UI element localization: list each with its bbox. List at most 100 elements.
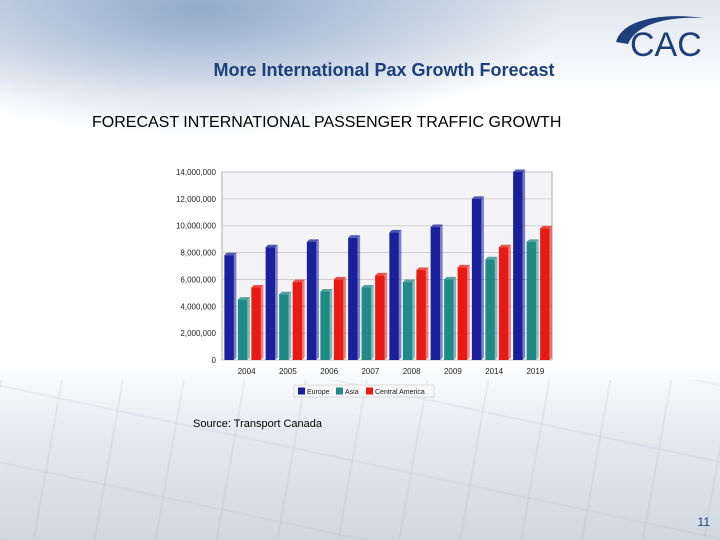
legend-swatch [298,387,305,395]
bar-top-face [333,276,346,280]
bar-top-face [320,289,333,292]
bar-top-face [457,264,470,268]
y-tick-label: 14,000,000 [176,168,217,177]
legend-label: Central America [375,389,425,396]
bar-europe-2006 [306,241,317,360]
bar-top-face [306,239,319,242]
bar-top-face [526,239,539,242]
bar-asia-2014 [485,259,495,360]
passenger-growth-bar-chart: 0 2,000,000 4,000,000 6,000,000 8,000,000 10,… [176,168,553,398]
bar-top-face [471,196,484,199]
bar-europe-2019 [513,172,523,360]
bar-europe-2008 [389,232,399,360]
bar-side-face [302,279,305,360]
bar-central-america-2007 [375,275,385,360]
cac-logo: CAC [616,16,704,64]
bar-top-face [430,224,443,228]
bar-top-face [292,279,305,283]
logo-swoosh-icon [616,16,704,44]
bar-europe-2005 [265,247,276,360]
bar-central-america-2004 [251,287,261,360]
source-note: Source: Transport Canada [193,418,323,430]
x-tick-label: 2008 [403,367,421,376]
bar-asia-2009 [444,279,454,360]
bar-europe-2014 [471,198,482,360]
bar-side-face [412,279,415,360]
bar-top-face [265,244,278,248]
bar-side-face [247,297,250,360]
bar-side-face [398,229,402,360]
background-runway-texture [0,380,720,540]
bar-top-face [416,267,429,271]
bar-side-face [288,291,292,360]
bar-side-face [343,276,346,360]
bar-asia-2007 [361,287,372,360]
y-tick-label: 8,000,000 [180,249,216,258]
y-tick-label: 12,000,000 [176,195,217,204]
bar-top-face [348,235,361,238]
bar-top-face [498,244,511,248]
bar-top-face [444,276,457,280]
bar-top-face [485,256,498,260]
y-tick-label: 10,000,000 [176,222,217,231]
bar-central-america-2006 [333,279,344,360]
bar-europe-2004 [224,255,234,360]
bar-central-america-2019 [540,228,550,360]
y-tick-label: 4,000,000 [180,302,216,311]
legend-label: Asia [345,389,359,396]
bar-side-face [371,284,374,360]
bar-side-face [357,235,361,360]
y-tick-label: 6,000,000 [180,275,216,284]
x-tick-label: 2019 [526,367,544,376]
bar-central-america-2009 [457,267,468,360]
bar-asia-2008 [402,282,413,360]
slide-title: More International Pax Growth Forecast [213,60,555,80]
bar-side-face [467,264,470,360]
bar-side-face [260,284,264,360]
x-tick-label: 2014 [485,367,503,376]
bar-top-face [375,272,388,276]
bar-side-face [453,276,457,360]
bar-top-face [224,252,237,256]
bar-top-face [389,229,402,233]
x-tick-label: 2005 [279,367,297,376]
bar-central-america-2005 [292,282,303,360]
bar-europe-2009 [430,227,441,360]
bar-central-america-2008 [416,270,426,360]
x-tick-label: 2009 [444,367,462,376]
bar-asia-2004 [237,299,248,360]
bar-side-face [275,244,278,360]
x-tick-label: 2006 [320,367,338,376]
y-tick-label: 2,000,000 [180,329,216,338]
y-tick-label: 0 [212,356,217,365]
bar-top-face [402,279,415,283]
bar-europe-2007 [348,237,358,360]
page-number: 11 [697,515,710,529]
legend-swatch [336,387,343,395]
bar-top-face [513,169,526,172]
bar-top-face [361,284,374,288]
bar-side-face [536,239,539,360]
bar-top-face [540,225,553,229]
bar-central-america-2014 [498,247,509,360]
bar-asia-2006 [320,291,330,360]
legend-box [293,384,435,398]
x-tick-label: 2007 [361,367,379,376]
bar-side-face [549,225,553,360]
bar-side-face [233,252,237,360]
bar-side-face [329,289,333,360]
bar-side-face [508,244,511,360]
bar-side-face [440,224,443,360]
bar-side-face [384,272,388,360]
bar-side-face [481,196,484,360]
bar-side-face [425,267,429,360]
legend-swatch [366,387,373,395]
bar-asia-2019 [526,241,537,360]
bar-top-face [251,284,264,288]
legend-label: Europe [307,389,330,396]
bar-top-face [279,291,292,295]
chart-heading: FORECAST INTERNATIONAL PASSENGER TRAFFIC… [92,114,562,131]
bar-asia-2005 [279,294,289,360]
x-tick-label: 2004 [238,367,256,376]
bar-top-face [237,297,250,300]
